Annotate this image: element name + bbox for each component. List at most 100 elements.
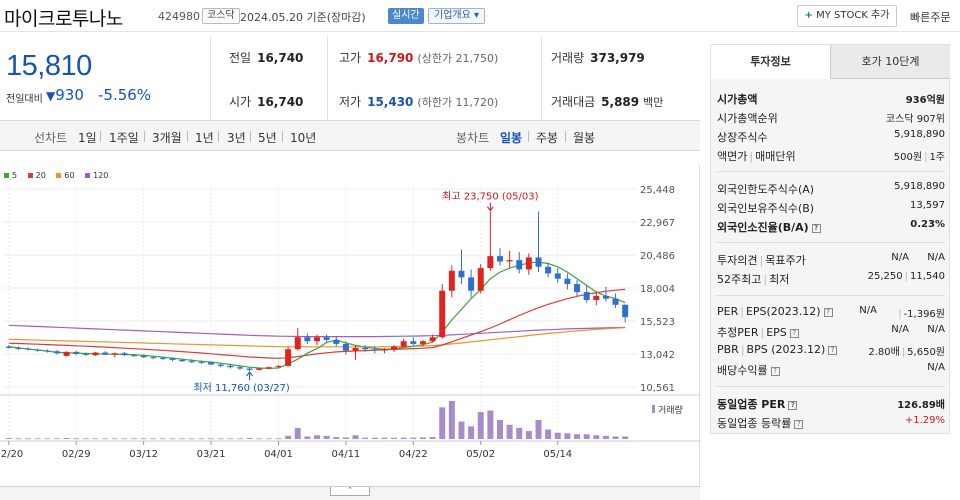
candle-body (140, 355, 147, 358)
candle-body (265, 367, 272, 369)
tab-investment-info[interactable]: 투자정보 (711, 45, 831, 79)
stat-high: 고가 16,790 (상한가 21,750) (339, 51, 499, 65)
volume-bar (323, 435, 330, 439)
volume-bar (468, 426, 475, 439)
stock-name: 마이크로투나노 (4, 8, 123, 30)
help-icon[interactable]: ? (770, 366, 780, 376)
help-icon[interactable]: ? (823, 307, 833, 317)
candle-body (323, 337, 330, 340)
volume-bar (362, 437, 369, 439)
line-chart-caption: 선차트 (34, 131, 68, 145)
volume-bar (5, 438, 12, 439)
help-icon[interactable]: ? (811, 223, 821, 233)
tab-5y[interactable]: 5년 (258, 131, 277, 145)
volume-bar (179, 438, 186, 440)
volume-bar (121, 438, 128, 440)
candle-body (256, 368, 263, 370)
volume-bar (622, 436, 629, 439)
candle-body (169, 358, 176, 360)
volume-bar (82, 438, 89, 440)
legend-ma60: 60 (56, 171, 75, 180)
x-tick-label: 04/22 (399, 449, 428, 460)
chart-resize-bar: ⌃ (0, 486, 700, 500)
volume-bar (92, 438, 99, 440)
volume-bar (448, 401, 455, 439)
ma20-line (8, 288, 626, 359)
candle-body (371, 349, 378, 351)
row-foreign-hold: 외국인보유주식수(B) 13,597 (717, 200, 945, 215)
volume-bar (102, 438, 109, 440)
resize-handle[interactable]: ⌃ (330, 487, 370, 496)
tab-order-book[interactable]: 호가 10단계 (831, 45, 950, 79)
candle-body (285, 349, 292, 366)
help-icon[interactable]: ? (789, 328, 799, 338)
tab-10y[interactable]: 10년 (290, 131, 317, 145)
chart-period-tabs: 선차트 1일 1주일 3개월 1년 3년 5년 10년 봉차트 일봉 주봉 월봉 (0, 120, 700, 151)
candle-body (304, 337, 311, 342)
volume-bar (554, 432, 561, 439)
candle-body (73, 351, 80, 354)
legend-ma120: 120 (85, 171, 108, 180)
candle-body (236, 367, 243, 369)
row-cap-rank: 시가총액순위 코스닥 907위 (717, 112, 945, 125)
row-pbr: PBR | BPS (2023.12)? 2.80배 | 5,650원 (717, 343, 945, 358)
stat-prev: 전일 16,740 (229, 51, 304, 65)
tab-daily[interactable]: 일봉 (500, 131, 523, 145)
help-icon[interactable]: ? (788, 400, 798, 410)
add-mystock-button[interactable]: + MY STOCK 추가 (797, 5, 897, 27)
volume-bar (285, 435, 292, 439)
candle-body (246, 368, 253, 370)
market-badge: 코스닥 (202, 8, 240, 24)
volume-bar (217, 438, 224, 440)
volume-bar (487, 410, 494, 439)
candle-body (5, 346, 12, 348)
realtime-button[interactable]: 실시간 (388, 8, 424, 24)
candle-body (131, 355, 138, 357)
tab-3m[interactable]: 3개월 (152, 131, 182, 145)
tab-1d[interactable]: 1일 (78, 131, 97, 145)
candle-body (34, 349, 41, 351)
current-price: 15,810 (6, 50, 92, 82)
candle-body (593, 296, 600, 301)
low-annotation: 최저 11,760 (03/27) (193, 382, 289, 394)
candle-body (15, 347, 22, 349)
volume-bar (400, 437, 407, 439)
candle-body (63, 351, 70, 356)
candle-body (622, 304, 629, 318)
tab-1w[interactable]: 1주일 (109, 131, 139, 145)
volume-bar (294, 427, 301, 439)
tab-1y[interactable]: 1년 (195, 131, 214, 145)
candle-body (92, 352, 99, 356)
tab-monthly[interactable]: 월봉 (573, 131, 596, 145)
price-diff: ▼930 (46, 86, 84, 104)
volume-bar (15, 438, 22, 440)
high-arrowhead (486, 206, 494, 212)
candle-body (564, 278, 571, 285)
chart-legend: 5 20 60 120 (4, 171, 116, 180)
volume-bar (169, 438, 176, 440)
tab-3y[interactable]: 3년 (227, 131, 246, 145)
volume-bar (150, 438, 157, 440)
volume-bar (419, 437, 426, 439)
quick-order-link[interactable]: 빠른주문 (910, 11, 951, 24)
row-face-value: 액면가 | 매매단위 500원 | 1주 (717, 150, 945, 163)
help-icon[interactable]: ? (794, 419, 804, 429)
down-triangle-icon: ▼ (46, 89, 56, 103)
y-tick-label: 10,561 (640, 383, 675, 394)
candle-body (275, 365, 282, 367)
help-icon[interactable]: ? (828, 345, 838, 355)
candlestick-chart[interactable]: 25,448 22,967 20,486 18,004 15,523 13,042 10,5… (0, 165, 700, 485)
volume-bar (583, 434, 590, 439)
volume-bar (208, 438, 215, 440)
candle-body (82, 353, 89, 355)
volume-bar (593, 435, 600, 439)
candle-body (227, 365, 234, 368)
candle-body (25, 348, 32, 350)
candle-body (150, 357, 157, 359)
candle-body (121, 353, 128, 356)
company-overview-button[interactable]: 기업개요 ▾ (428, 8, 486, 24)
volume-bar (612, 436, 619, 439)
stock-code: 424980 (158, 10, 200, 23)
candle-body (525, 257, 532, 270)
tab-weekly[interactable]: 주봉 (536, 131, 559, 145)
